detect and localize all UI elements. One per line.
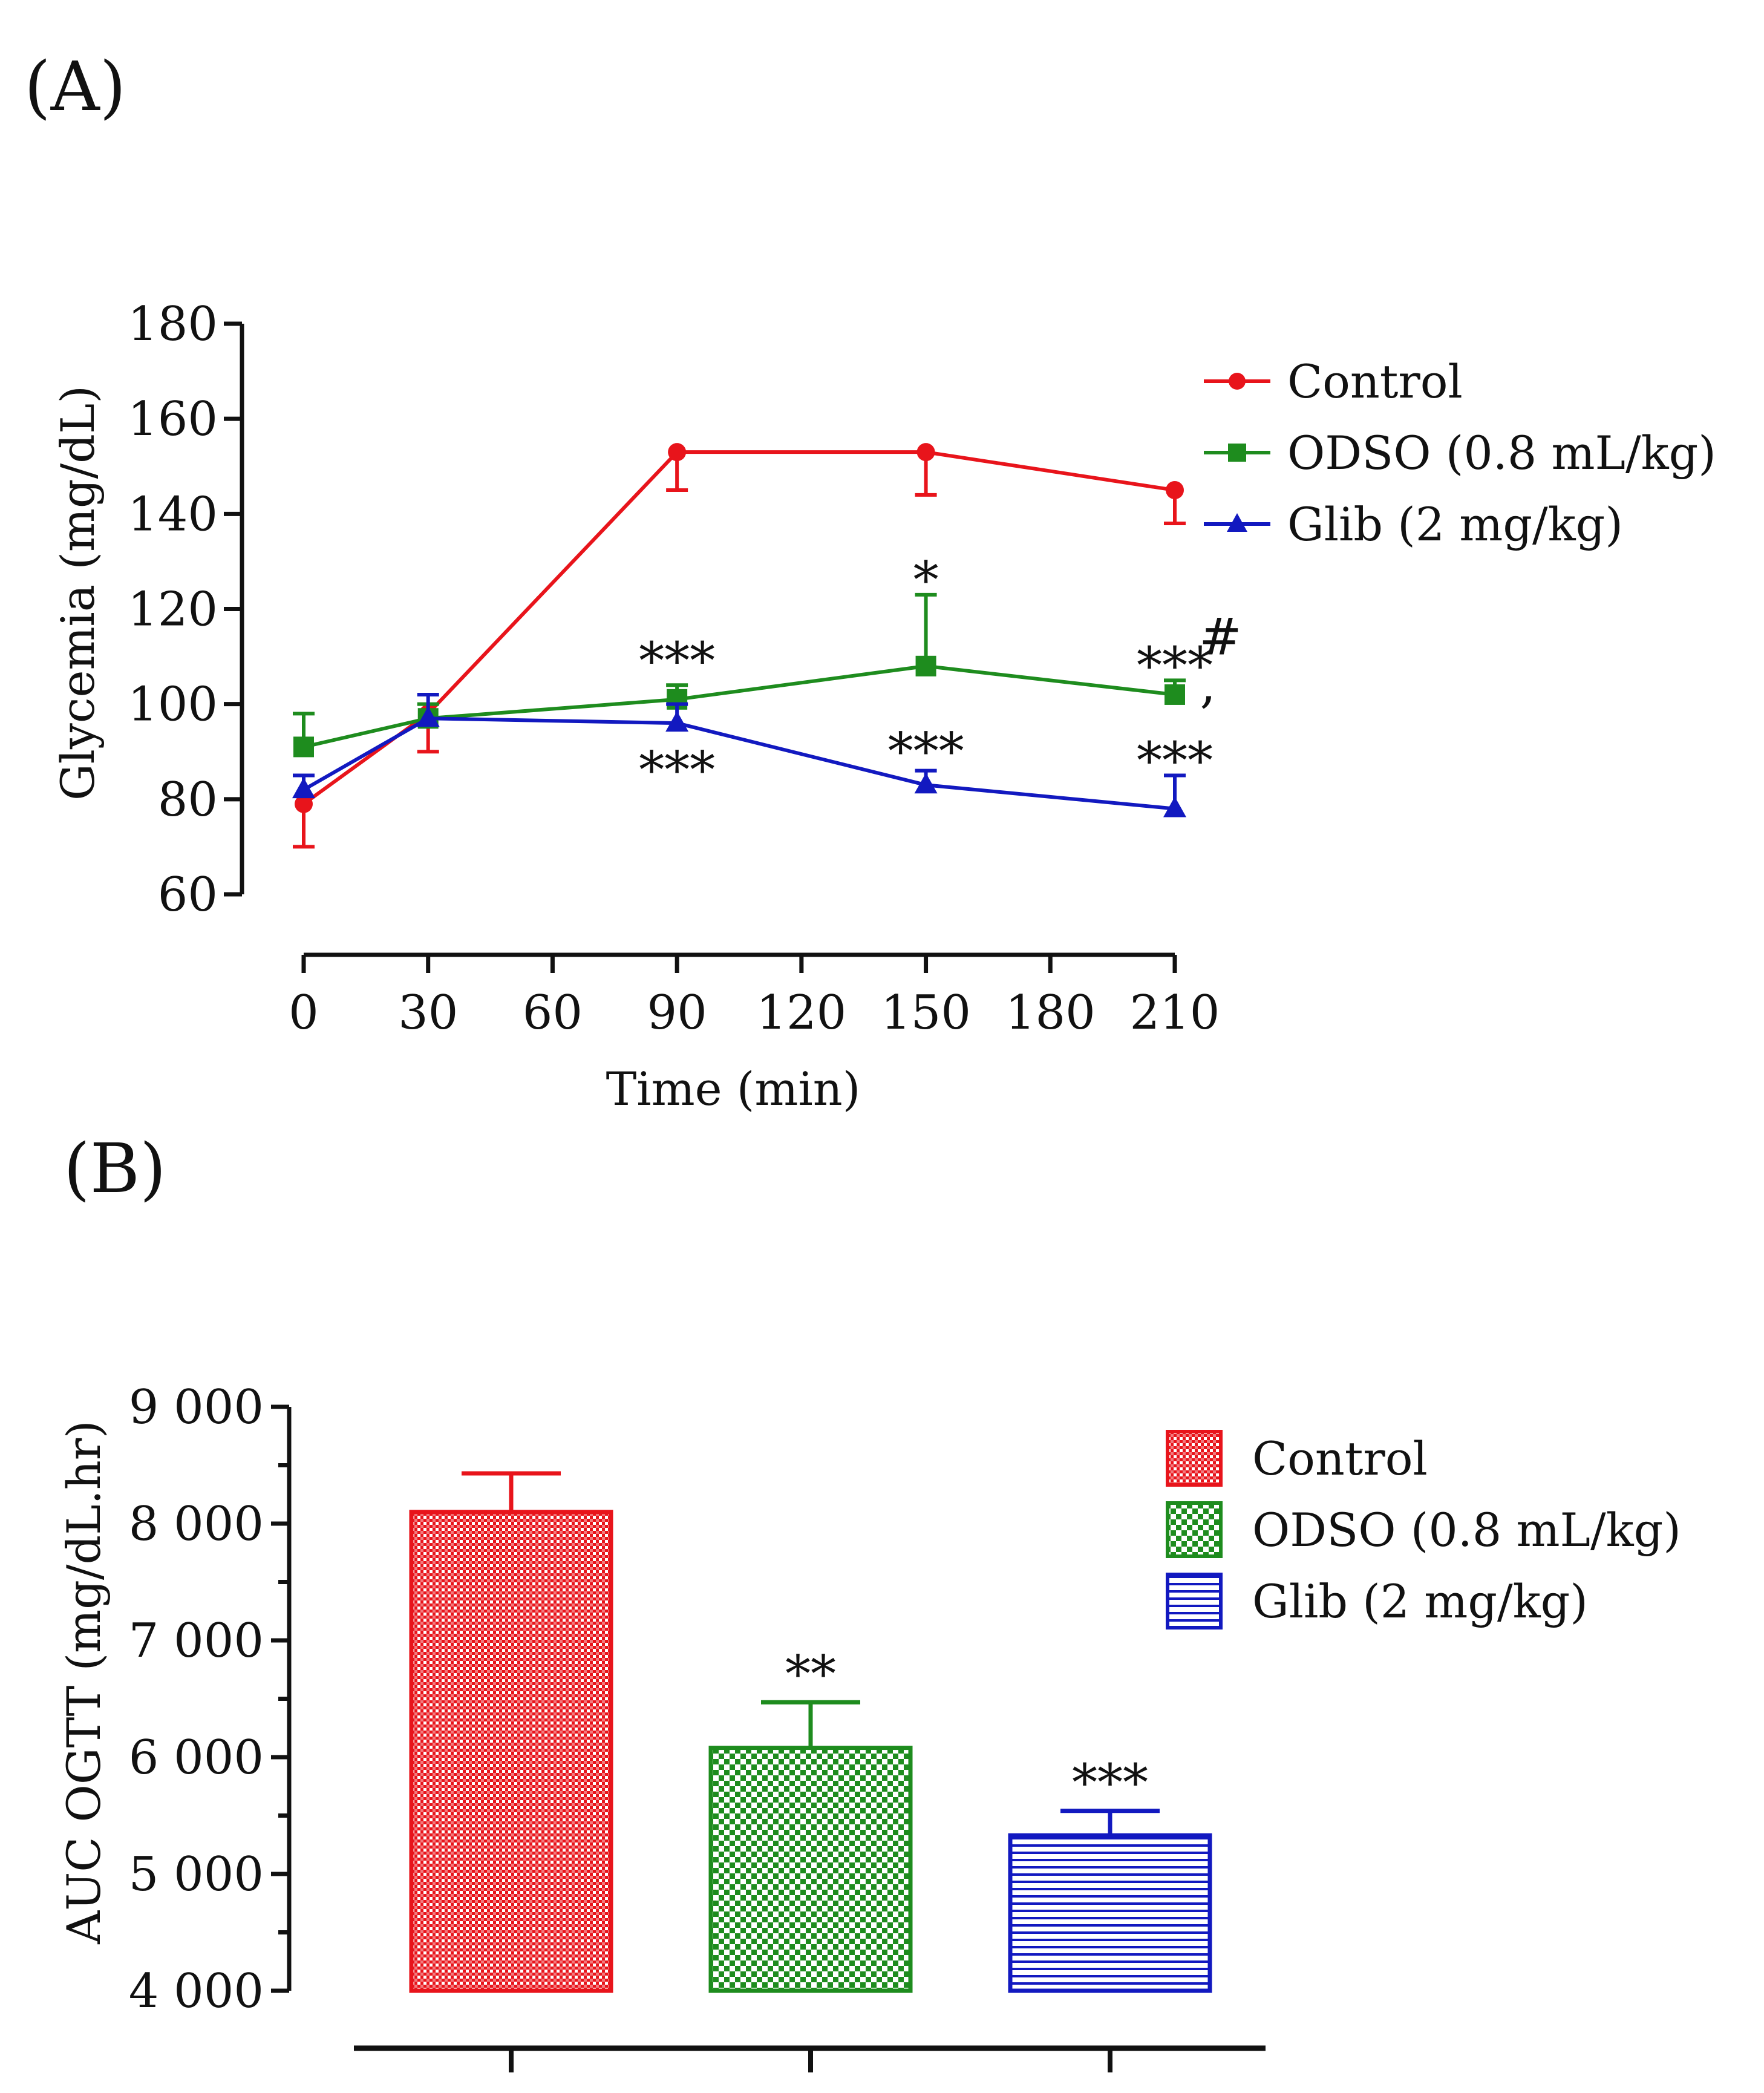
legend-label: Glib (2 mg/kg) [1287, 497, 1623, 551]
data-point [914, 773, 938, 794]
data-point [1163, 796, 1186, 817]
bar-1 [708, 1746, 913, 1993]
data-point [295, 794, 313, 813]
chart-a-y-tick-label: 140 [128, 487, 218, 542]
significance-mark: * [913, 550, 939, 609]
chart-a-x-tick-label: 60 [523, 986, 583, 1040]
panel-a-label: (A) [24, 48, 126, 126]
significance-mark: *** [1072, 1753, 1148, 1812]
chart-b-ylabel: AUC OGTT (mg/dL.hr) [57, 1420, 111, 1944]
bar-2 [1008, 1833, 1212, 1993]
legend-swatch [1166, 1501, 1223, 1558]
chart-b-y-tick-label: 4 000 [129, 1964, 264, 2019]
chart-b-y-tick-label: 7 000 [129, 1614, 264, 1668]
significance-mark: *** [639, 631, 715, 690]
chart-a-x-tick-label: 0 [289, 986, 319, 1040]
data-point [293, 736, 314, 758]
legend-label: Glib (2 mg/kg) [1252, 1574, 1588, 1628]
chart-b-y-tick-label: 8 000 [129, 1497, 264, 1551]
significance-mark: *** [639, 741, 715, 800]
chart-a-y-tick-label: 100 [128, 678, 218, 732]
chart-a-y-tick-label: 120 [128, 583, 218, 637]
data-point [1166, 481, 1184, 500]
significance-mark: , [1200, 655, 1217, 714]
chart-a-x-tick-label: 210 [1130, 986, 1220, 1040]
chart-a-x-tick-label: 180 [1005, 986, 1096, 1040]
chart-a-x-tick-label: 90 [647, 986, 707, 1040]
data-point [292, 778, 315, 799]
legend-marker [1228, 444, 1246, 462]
legend-marker [1227, 513, 1247, 532]
series-line-2 [302, 716, 1175, 811]
chart-a-y-tick-label: 80 [158, 773, 218, 827]
legend-label: ODSO (0.8 mL/kg) [1252, 1503, 1681, 1557]
chart-b-y-tick-label: 5 000 [129, 1847, 264, 1902]
data-point [416, 706, 440, 727]
data-point [916, 443, 935, 462]
significance-mark: *** [1137, 636, 1213, 695]
legend-swatch [1166, 1573, 1223, 1630]
chart-a-y-tick-label: 60 [158, 868, 218, 922]
chart-b-y-tick-label: 6 000 [129, 1731, 264, 1785]
data-point [1165, 684, 1185, 705]
data-point [915, 655, 936, 676]
data-point [665, 711, 689, 732]
legend-swatch [1166, 1430, 1223, 1487]
chart-a-xlabel: Time (min) [606, 1062, 861, 1116]
legend-label: Control [1252, 1432, 1428, 1485]
chart-a-y-tick-label: 160 [128, 392, 218, 447]
significance-mark: *** [888, 721, 964, 781]
data-point [668, 443, 687, 462]
legend-label: Control [1287, 355, 1463, 408]
chart-a-x-tick-label: 120 [756, 986, 846, 1040]
significance-mark: # [1199, 608, 1241, 667]
chart-a-y-tick-label: 180 [128, 297, 218, 352]
panel-b-label: (B) [64, 1130, 166, 1208]
significance-mark: ** [785, 1644, 836, 1703]
chart-a-ylabel: Glycemia (mg/dL) [51, 385, 105, 801]
chart-a-x-tick-label: 30 [398, 986, 458, 1040]
chart-a-x-tick-label: 150 [881, 986, 971, 1040]
bar-0 [409, 1510, 613, 1993]
legend-marker [1229, 373, 1246, 390]
significance-mark: *** [1137, 731, 1213, 790]
legend-label: ODSO (0.8 mL/kg) [1287, 426, 1716, 480]
chart-b-y-tick-label: 9 000 [129, 1380, 264, 1435]
